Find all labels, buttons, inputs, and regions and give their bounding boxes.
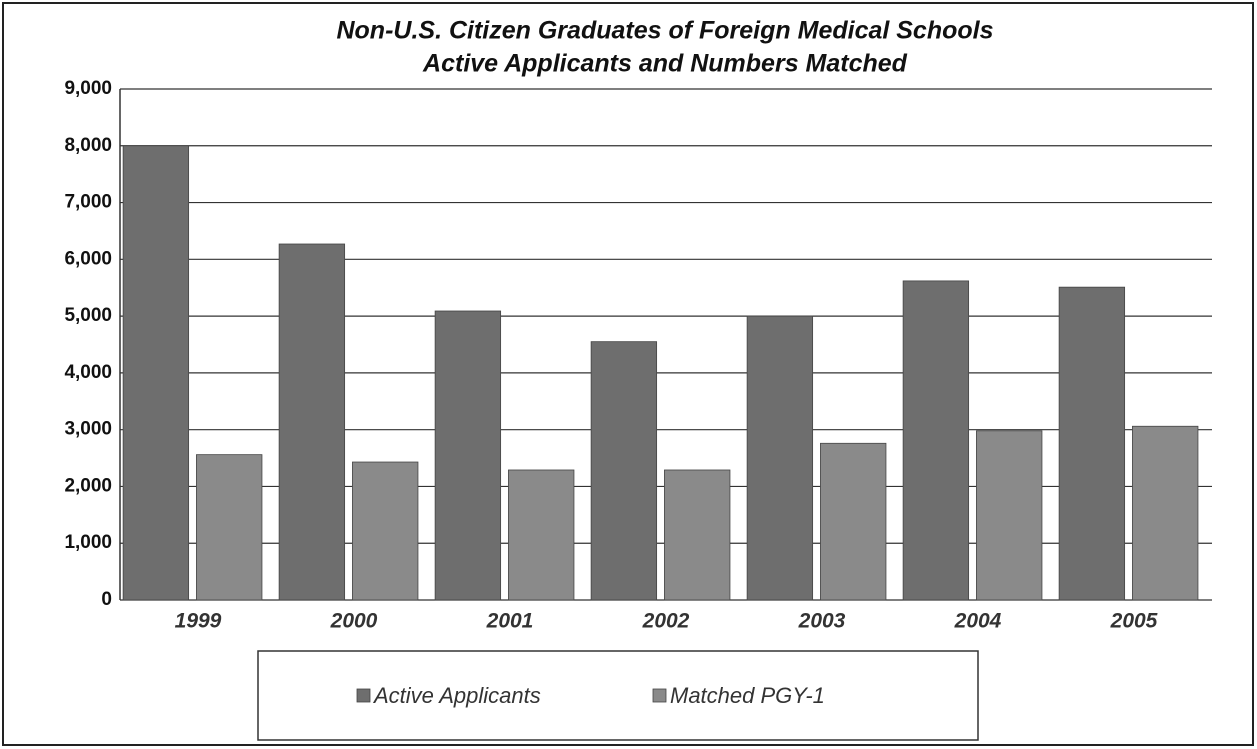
bar bbox=[122, 145, 190, 601]
x-tick-label: 2002 bbox=[642, 610, 690, 633]
bar bbox=[278, 243, 346, 601]
y-tick-label: 2,000 bbox=[64, 475, 112, 496]
x-tick-label: 1999 bbox=[175, 610, 222, 633]
legend-swatch bbox=[356, 688, 371, 703]
legend-label: Active Applicants bbox=[372, 683, 541, 708]
x-tick-label: 2000 bbox=[330, 610, 378, 633]
bar bbox=[1058, 286, 1126, 601]
chart-title: Non-U.S. Citizen Graduates of Foreign Me… bbox=[336, 17, 993, 45]
bar bbox=[1132, 425, 1199, 601]
x-tick-label: 2003 bbox=[798, 610, 846, 633]
y-tick-label: 3,000 bbox=[64, 419, 112, 440]
bar bbox=[902, 280, 970, 601]
legend-label: Matched PGY-1 bbox=[670, 683, 825, 708]
y-tick-label: 1,000 bbox=[64, 532, 112, 553]
legend-swatch bbox=[652, 688, 667, 703]
legend-box bbox=[257, 650, 979, 741]
y-tick-label: 6,000 bbox=[64, 248, 112, 269]
y-tick-label: 7,000 bbox=[64, 192, 112, 213]
bar bbox=[508, 469, 575, 601]
x-tick-label: 2005 bbox=[1110, 610, 1158, 633]
y-tick-label: 5,000 bbox=[64, 305, 112, 326]
bar bbox=[196, 454, 263, 601]
y-tick-label: 9,000 bbox=[64, 78, 112, 99]
y-tick-label: 8,000 bbox=[64, 135, 112, 156]
bar bbox=[352, 461, 419, 601]
x-tick-label: 2001 bbox=[486, 610, 534, 633]
bar bbox=[746, 315, 814, 601]
bar bbox=[820, 442, 887, 601]
bar bbox=[664, 469, 731, 601]
y-tick-label: 0 bbox=[101, 589, 112, 610]
y-tick-label: 4,000 bbox=[64, 362, 112, 383]
bar bbox=[976, 430, 1043, 601]
chart-subtitle: Active Applicants and Numbers Matched bbox=[422, 50, 908, 78]
bar bbox=[590, 341, 658, 601]
bar bbox=[434, 310, 502, 601]
x-tick-label: 2004 bbox=[954, 610, 1002, 633]
